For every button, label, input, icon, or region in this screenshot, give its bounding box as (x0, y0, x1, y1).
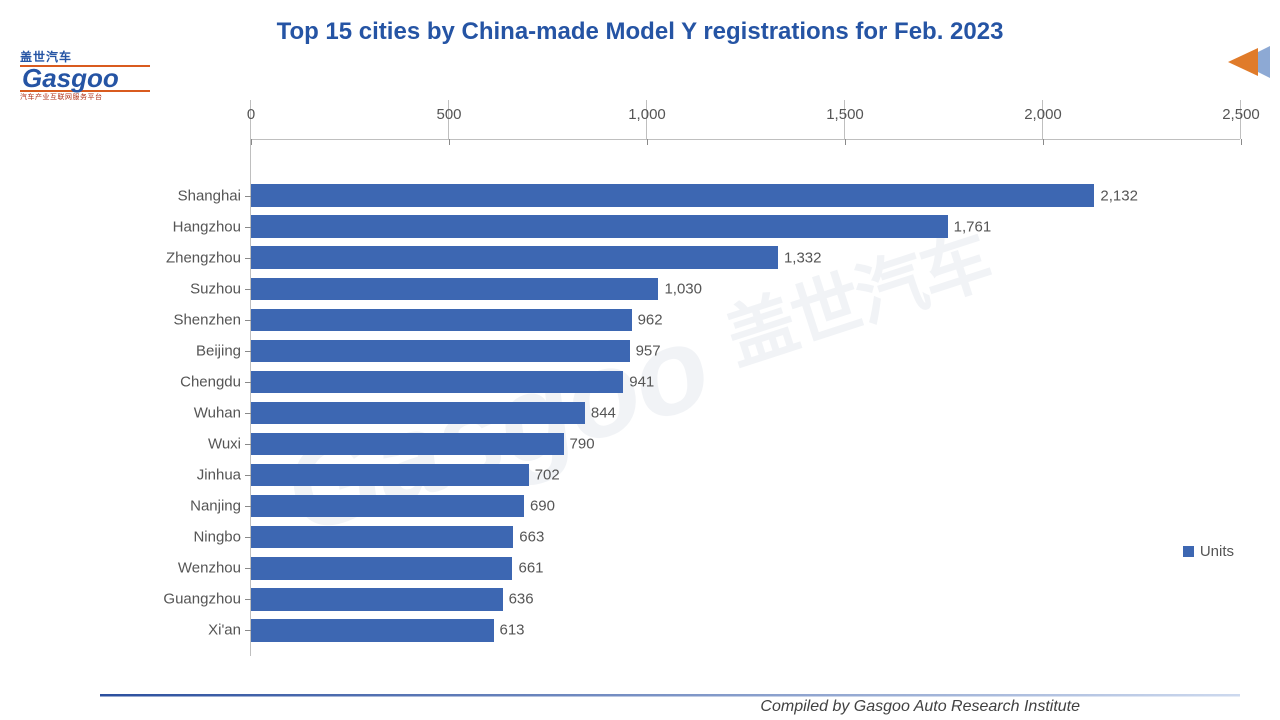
value-label: 661 (512, 560, 543, 577)
bar (251, 464, 529, 486)
x-tick-label: 0 (211, 106, 291, 123)
logo-sub-text: 汽车产业互联网服务平台 (20, 92, 150, 102)
value-label: 613 (494, 622, 525, 639)
x-tick-label: 2,500 (1201, 106, 1280, 123)
value-label: 790 (564, 436, 595, 453)
bar (251, 215, 948, 237)
category-label: Hangzhou (141, 218, 241, 235)
bar-row: Beijing957 (251, 335, 1240, 366)
x-tick-label: 1,500 (805, 106, 885, 123)
category-label: Nanjing (141, 498, 241, 515)
value-label: 1,761 (948, 218, 992, 235)
value-label: 1,030 (658, 280, 702, 297)
category-label: Wuhan (141, 404, 241, 421)
bar-row: Zhengzhou1,332 (251, 242, 1240, 273)
bar (251, 433, 564, 455)
legend-swatch (1183, 546, 1194, 557)
value-label: 962 (632, 311, 663, 328)
x-tick: 1,000 (646, 100, 647, 139)
category-label: Suzhou (141, 280, 241, 297)
bar-row: Xi'an613 (251, 615, 1240, 646)
value-label: 957 (630, 342, 661, 359)
category-label: Guangzhou (141, 591, 241, 608)
x-tick-label: 2,000 (1003, 106, 1083, 123)
category-label: Wuxi (141, 436, 241, 453)
x-tick-mark (1241, 139, 1242, 145)
bar-row: Jinhua702 (251, 460, 1240, 491)
bar-row: Shanghai2,132 (251, 180, 1240, 211)
value-label: 690 (524, 498, 555, 515)
bar (251, 184, 1094, 206)
bar-row: Suzhou1,030 (251, 273, 1240, 304)
bar (251, 402, 585, 424)
x-tick: 1,500 (844, 100, 845, 139)
category-label: Wenzhou (141, 560, 241, 577)
category-label: Zhengzhou (141, 249, 241, 266)
value-label: 702 (529, 467, 560, 484)
logo-main-text: Gasgoo (20, 65, 150, 92)
bar (251, 526, 513, 548)
value-label: 844 (585, 404, 616, 421)
category-label: Jinhua (141, 467, 241, 484)
chart-area: 05001,0001,5002,0002,500 Shanghai2,132Ha… (140, 100, 1240, 666)
value-label: 1,332 (778, 249, 822, 266)
bar (251, 340, 630, 362)
bar-row: Shenzhen962 (251, 304, 1240, 335)
bar-row: Ningbo663 (251, 522, 1240, 553)
x-tick-label: 1,000 (607, 106, 687, 123)
x-tick: 500 (448, 100, 449, 139)
value-label: 941 (623, 373, 654, 390)
bar (251, 588, 503, 610)
bar-row: Nanjing690 (251, 491, 1240, 522)
bar-row: Wuhan844 (251, 397, 1240, 428)
bar (251, 278, 658, 300)
bar-row: Chengdu941 (251, 366, 1240, 397)
value-label: 636 (503, 591, 534, 608)
bar (251, 619, 494, 641)
category-label: Beijing (141, 342, 241, 359)
category-label: Xi'an (141, 622, 241, 639)
brand-logo: 盖世汽车 Gasgoo 汽车产业互联网服务平台 (20, 48, 150, 102)
category-label: Chengdu (141, 373, 241, 390)
bar (251, 557, 512, 579)
bar-rows: Shanghai2,132Hangzhou1,761Zhengzhou1,332… (251, 180, 1240, 646)
bar (251, 246, 778, 268)
bar (251, 371, 623, 393)
bar (251, 495, 524, 517)
chart-title: Top 15 cities by China-made Model Y regi… (24, 18, 1256, 46)
x-tick: 2,500 (1240, 100, 1241, 139)
footer-text: Compiled by Gasgoo Auto Research Institu… (760, 698, 1080, 716)
bar-row: Guangzhou636 (251, 584, 1240, 615)
legend-label: Units (1200, 543, 1234, 560)
corner-arrow-icon (1214, 46, 1270, 87)
value-label: 663 (513, 529, 544, 546)
bar (251, 309, 632, 331)
plot-area: Shanghai2,132Hangzhou1,761Zhengzhou1,332… (250, 140, 1240, 656)
bar-row: Wuxi790 (251, 429, 1240, 460)
category-label: Shanghai (141, 187, 241, 204)
x-tick: 2,000 (1042, 100, 1043, 139)
category-label: Ningbo (141, 529, 241, 546)
category-label: Shenzhen (141, 311, 241, 328)
chart-container: Top 15 cities by China-made Model Y regi… (0, 0, 1280, 720)
x-tick: 0 (250, 100, 251, 139)
bar-row: Wenzhou661 (251, 553, 1240, 584)
legend: Units (1183, 543, 1234, 560)
value-label: 2,132 (1094, 187, 1138, 204)
bar-row: Hangzhou1,761 (251, 211, 1240, 242)
x-tick-label: 500 (409, 106, 489, 123)
x-axis: 0 500 1,000 1,500 2,000 2,500 (250, 100, 1240, 140)
